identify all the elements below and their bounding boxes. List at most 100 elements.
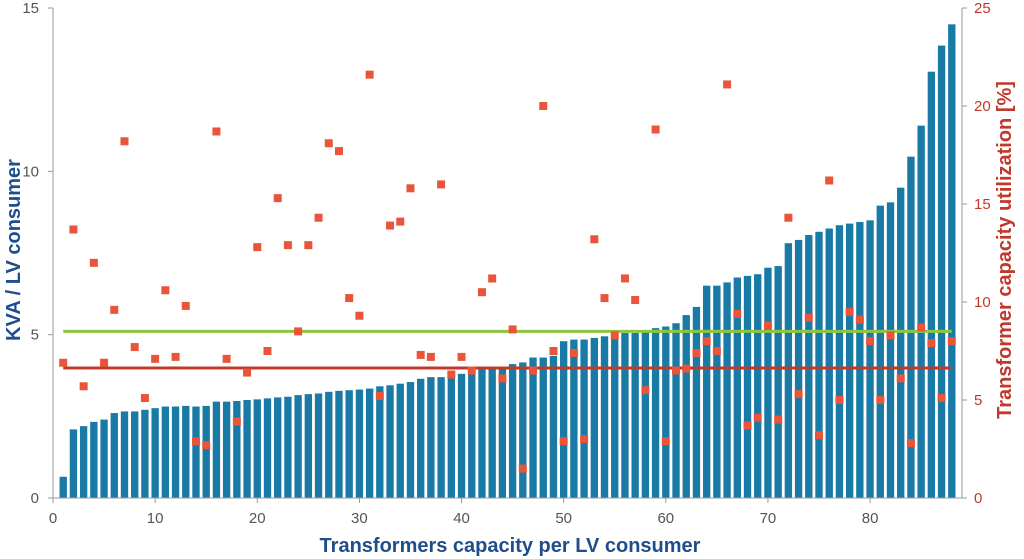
bar-series: [59, 24, 956, 499]
bar: [468, 370, 476, 498]
bar: [937, 45, 946, 498]
bar: [233, 400, 241, 498]
bar: [100, 419, 108, 498]
bar: [131, 411, 139, 498]
scatter-point: [702, 337, 711, 346]
bar: [845, 223, 854, 498]
bar: [590, 337, 598, 498]
bar: [907, 156, 915, 498]
scatter-point: [559, 437, 568, 446]
scatter-point: [641, 386, 650, 395]
bar: [743, 275, 752, 498]
scatter-point: [365, 70, 374, 79]
bar: [886, 202, 895, 498]
bar: [161, 406, 170, 498]
scatter-point: [927, 339, 936, 348]
bar: [549, 355, 558, 498]
scatter-point: [100, 358, 109, 367]
x-tick-label: 60: [657, 510, 674, 527]
scatter-point: [518, 464, 527, 473]
scatter-point: [151, 354, 160, 363]
scatter-point: [763, 321, 772, 330]
scatter-point: [294, 327, 303, 336]
x-tick-label: 80: [862, 510, 879, 527]
axes: [52, 8, 963, 499]
scatter-point: [232, 417, 241, 426]
scatter-point: [324, 139, 333, 148]
bar: [427, 377, 435, 498]
scatter-point: [917, 323, 926, 332]
scatter-point: [498, 374, 507, 383]
bar: [662, 326, 670, 498]
scatter-point: [426, 352, 435, 361]
bar: [69, 429, 78, 498]
bar: [488, 367, 496, 498]
scatter-point: [416, 350, 425, 359]
y-tick-label-right: 15: [974, 196, 991, 213]
reference-lines: [63, 329, 952, 370]
scatter-point: [774, 415, 783, 424]
bar: [580, 339, 588, 498]
bar: [917, 125, 925, 498]
bar: [764, 267, 772, 498]
x-tick-label: 0: [49, 510, 57, 527]
bar: [182, 405, 190, 498]
scatter-point: [682, 364, 691, 373]
bar: [600, 336, 609, 498]
bar: [396, 383, 404, 498]
tick-labels: 0 5 10 15 0 5 10 15 20 25 0 10 20 30 40 50 60 70 80: [22, 0, 990, 527]
scatter-point: [191, 437, 200, 446]
scatter-point: [825, 176, 834, 185]
scatter-point: [181, 301, 190, 310]
scatter-point: [161, 286, 170, 295]
bar: [365, 388, 374, 498]
scatter-point: [784, 213, 793, 222]
scatter-point: [906, 439, 915, 448]
bar: [692, 306, 701, 498]
scatter-point: [733, 309, 742, 318]
scatter-point: [110, 305, 119, 314]
bar: [702, 285, 711, 498]
y-tick-label-right: 20: [974, 98, 991, 115]
scatter-point: [69, 225, 78, 234]
scatter-point: [59, 358, 68, 367]
bar: [856, 221, 864, 498]
bar: [754, 274, 762, 498]
scatter-point: [243, 368, 252, 377]
scatter-point: [467, 366, 476, 375]
scatter-point: [263, 347, 272, 355]
scatter-point: [947, 337, 956, 346]
bar: [529, 357, 537, 498]
scatter-point: [835, 396, 844, 404]
y-tick-label-right: 10: [974, 294, 991, 311]
scatter-point: [375, 392, 384, 401]
bar: [79, 426, 88, 498]
y-axis-title-right: Transformer capacity utilization [%]: [994, 81, 1016, 419]
bar: [274, 397, 282, 498]
y-tick-label-right: 5: [974, 392, 982, 409]
bar: [437, 377, 445, 498]
bar: [355, 389, 364, 498]
bar: [876, 205, 884, 498]
x-axis-title: Transformers capacity per LV consumer: [320, 535, 701, 557]
bar: [733, 277, 741, 498]
bar: [243, 400, 251, 498]
scatter-point: [712, 347, 721, 355]
y-axis-title-left: KVA / LV consumer: [3, 159, 25, 341]
scatter-point: [396, 217, 405, 226]
scatter-point: [610, 331, 619, 340]
x-tick-label: 20: [249, 510, 266, 527]
scatter-point: [804, 313, 813, 322]
scatter-point: [937, 394, 946, 403]
scatter-point: [896, 374, 905, 383]
bar: [498, 366, 507, 498]
bar: [406, 382, 415, 498]
bar: [560, 341, 568, 498]
scatter-point: [539, 102, 548, 110]
scatter-point: [845, 307, 854, 316]
bar: [866, 220, 874, 498]
bar: [641, 331, 650, 498]
bar: [672, 323, 680, 498]
bar: [457, 373, 466, 498]
